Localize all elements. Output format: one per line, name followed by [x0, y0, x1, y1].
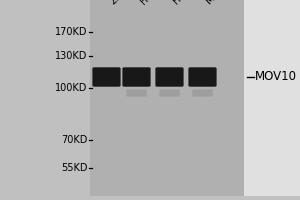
Text: 293T: 293T — [108, 0, 132, 6]
FancyBboxPatch shape — [92, 67, 121, 87]
Text: 55KD: 55KD — [61, 163, 88, 173]
Text: 70KD: 70KD — [61, 135, 88, 145]
Text: 170KD: 170KD — [55, 27, 88, 37]
Text: Mouse liver: Mouse liver — [204, 0, 251, 6]
Text: 100KD: 100KD — [55, 83, 88, 93]
Text: HeLa: HeLa — [138, 0, 163, 6]
FancyBboxPatch shape — [159, 89, 180, 97]
Text: HepG2: HepG2 — [171, 0, 202, 6]
FancyBboxPatch shape — [126, 89, 147, 97]
FancyBboxPatch shape — [155, 67, 184, 87]
FancyBboxPatch shape — [192, 89, 213, 97]
Bar — [90, 0, 244, 196]
FancyBboxPatch shape — [122, 67, 151, 87]
Bar — [244, 0, 300, 196]
FancyBboxPatch shape — [188, 67, 217, 87]
Text: 130KD: 130KD — [55, 51, 88, 61]
Text: MOV10: MOV10 — [255, 71, 297, 84]
